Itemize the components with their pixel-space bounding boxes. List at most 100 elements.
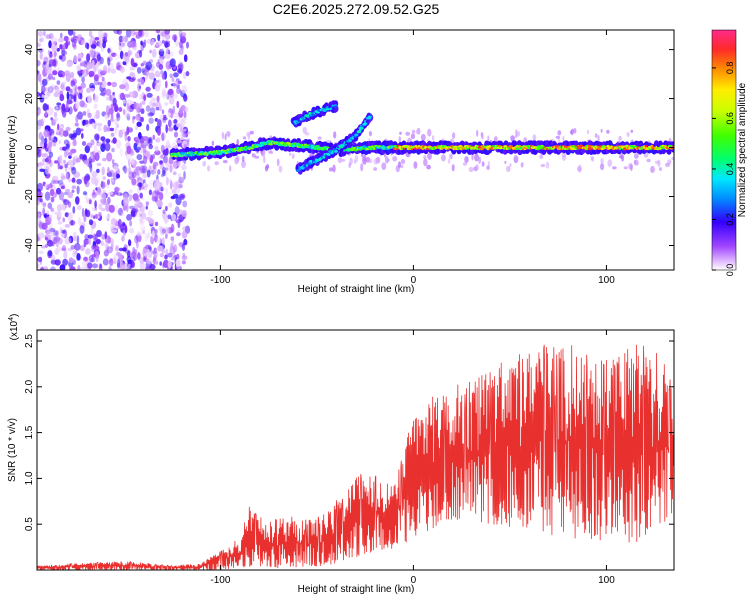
noise-blob [186, 41, 189, 49]
noise-blob [79, 100, 85, 108]
noise-blob [81, 141, 87, 146]
noise-blob [165, 187, 168, 196]
halo-blob [493, 136, 498, 143]
halo-blob [399, 131, 402, 135]
noise-blob [126, 214, 133, 221]
noise-blob [48, 53, 53, 59]
noise-blob [183, 106, 189, 113]
noise-blob [40, 245, 47, 249]
noise-blob [95, 96, 99, 102]
noise-blob [111, 147, 115, 153]
noise-blob [162, 36, 165, 43]
halo-blob [400, 158, 406, 165]
noise-blob [149, 107, 156, 116]
noise-blob [50, 242, 55, 247]
halo-blob [506, 165, 511, 172]
noise-blob [124, 35, 128, 43]
noise-blob [114, 125, 118, 135]
noise-blob [88, 118, 92, 125]
main-ridge-core [584, 147, 589, 151]
noise-blob [145, 105, 151, 112]
noise-blob [159, 191, 164, 201]
noise-blob [45, 216, 52, 225]
colorbar-tick-label: 0.0 [725, 264, 735, 277]
noise-blob [146, 258, 152, 265]
noise-blob [37, 211, 42, 218]
noise-blob [94, 200, 97, 209]
noise-blob [65, 143, 70, 149]
noise-blob [92, 263, 98, 269]
noise-blob [133, 168, 138, 174]
noise-blob [154, 188, 161, 195]
noise-blob [49, 188, 55, 196]
noise-blob [38, 191, 43, 199]
noise-blob [45, 87, 50, 96]
halo-blob [427, 128, 432, 137]
noise-blob [40, 267, 44, 270]
noise-blob [182, 252, 186, 258]
noise-blob [154, 80, 157, 84]
halo-blob [224, 133, 227, 141]
noise-blob [105, 215, 110, 220]
noise-blob [164, 30, 170, 35]
snr-series-line [37, 344, 674, 570]
noise-blob [147, 244, 152, 250]
noise-blob [74, 91, 79, 96]
noise-blob [119, 66, 125, 73]
noise-blob [121, 235, 125, 242]
noise-blob [89, 87, 96, 92]
noise-blob [55, 247, 59, 256]
noise-blob [91, 244, 96, 250]
noise-blob [139, 216, 144, 224]
noise-blob [139, 204, 146, 213]
noise-blob [66, 150, 69, 156]
noise-blob [160, 226, 165, 236]
noise-blob [105, 105, 110, 114]
noise-blob [74, 84, 78, 92]
noise-blob [161, 73, 165, 80]
noise-blob [87, 112, 92, 119]
noise-blob [75, 196, 80, 205]
noise-blob [170, 257, 176, 261]
noise-blob [178, 30, 183, 38]
noise-blob [98, 203, 103, 210]
noise-blob [142, 146, 147, 154]
halo-blob [623, 166, 628, 170]
noise-blob [43, 266, 49, 270]
noise-blob [44, 236, 49, 241]
halo-blob [451, 164, 455, 172]
noise-blob [160, 186, 164, 192]
halo-blob [341, 158, 346, 162]
noise-blob [155, 107, 160, 111]
halo-blob [236, 139, 239, 146]
noise-blob [43, 129, 50, 138]
noise-blob [94, 133, 100, 141]
noise-blob [143, 94, 147, 101]
noise-blob [80, 82, 86, 89]
noise-blob [61, 80, 67, 85]
halo-blob [360, 163, 364, 172]
noise-blob [168, 202, 173, 208]
noise-blob [41, 85, 46, 94]
noise-blob [69, 88, 73, 94]
noise-blob [96, 168, 100, 173]
noise-blob [116, 113, 121, 122]
noise-blob [182, 200, 188, 208]
noise-blob [173, 119, 178, 124]
noise-blob [39, 51, 43, 60]
noise-blob [182, 226, 187, 232]
noise-blob [176, 87, 181, 95]
rising-branch-core [296, 169, 301, 172]
noise-blob [68, 151, 73, 156]
halo-blob [411, 129, 416, 134]
noise-blob [134, 235, 139, 244]
noise-blob [79, 62, 85, 67]
halo-blob [555, 135, 560, 139]
snr-scale-label: (x104) [8, 314, 20, 341]
noise-blob [81, 40, 86, 45]
halo-blob [597, 134, 600, 142]
noise-blob [156, 137, 161, 143]
halo-blob [487, 135, 490, 142]
noise-blob [104, 111, 109, 116]
noise-blob [46, 230, 53, 239]
